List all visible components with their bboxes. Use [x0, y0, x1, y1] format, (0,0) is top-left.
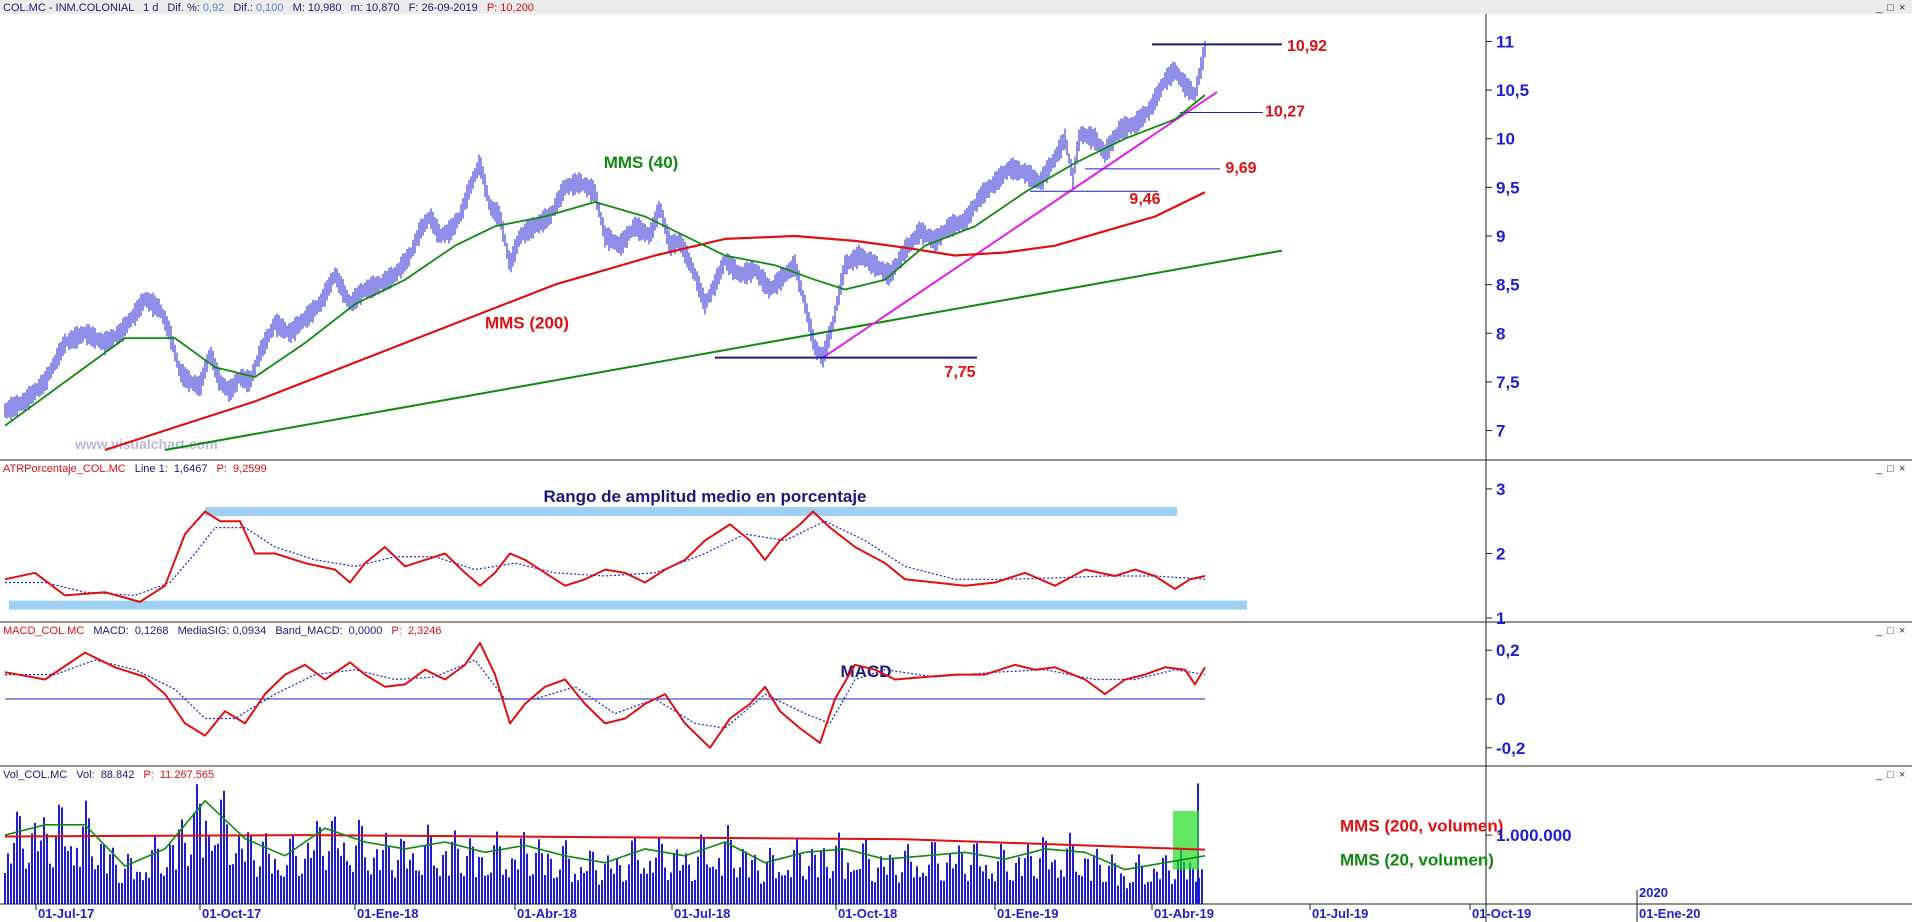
vol-panel-header: Vol_COL.MC Vol: 88.842 P: 11.267.565	[3, 769, 214, 781]
macd-close-button[interactable]: ×	[1899, 625, 1905, 637]
mms40-line	[4, 94, 1206, 427]
macd-minimize-button[interactable]: _	[1875, 625, 1883, 637]
price-tick-label: 9,5	[1496, 178, 1520, 197]
volume-bars	[4, 783, 1203, 904]
vol-mms20-line	[4, 799, 1206, 871]
maximize-button[interactable]: □	[1887, 2, 1894, 14]
close-button[interactable]: ×	[1899, 2, 1905, 14]
price-annotation: 10,27	[1265, 103, 1305, 120]
symbol-name: COL.MC - INM.COLONIAL	[3, 2, 134, 14]
volume-annotation: MMS (20, volumen)	[1340, 850, 1494, 869]
volume-annotation: MMS (200, volumen)	[1340, 817, 1503, 836]
vol-maximize-button[interactable]: □	[1887, 769, 1894, 781]
window-buttons: _ □ × _ □ × _ □ × _ □ ×	[1875, 2, 1905, 781]
price-annotation: 9,46	[1129, 191, 1160, 208]
date-tick-label: 2020	[1639, 885, 1668, 900]
macd-tick-label: 0	[1496, 690, 1505, 709]
uptrend-line	[822, 91, 1218, 359]
price-tick-label: 8	[1496, 324, 1505, 343]
price-annotation: 10,92	[1287, 38, 1327, 55]
macd-panel	[4, 641, 1206, 749]
date-tick-label: 01-Jul-17	[38, 906, 94, 921]
macd-tick-label: 0,2	[1496, 641, 1520, 660]
price-tick-label: 8,5	[1496, 276, 1520, 295]
interval: 1 d	[143, 2, 158, 14]
vol-mms200-line	[4, 834, 1206, 851]
price-tick-label: 7	[1496, 422, 1505, 441]
price-annotation: MMS (200)	[485, 313, 569, 332]
price-bars	[4, 40, 1206, 421]
date-tick-label: 01-Oct-18	[838, 906, 897, 921]
macd-panel-header: MACD_COL.MC MACD: 0,1268 MediaSIG: 0,093…	[3, 625, 442, 637]
macd-maximize-button[interactable]: □	[1887, 625, 1894, 637]
price-annotation: 7,75	[944, 364, 975, 381]
macd-tick-label: -0,2	[1496, 739, 1525, 758]
axes: 11 10,5 10 9,5 9 8,5 8 7,5 7 3 2 1 0,2 0 -0,2 1.000.000…	[35, 32, 1700, 922]
price-tick-label: 11	[1496, 32, 1514, 51]
price-panel-header: COL.MC - INM.COLONIAL 1 d Dif. %: 0,92 D…	[3, 2, 534, 14]
atr-line	[4, 510, 1206, 603]
price-header-bar	[0, 0, 1912, 14]
macd-signal-line	[5, 659, 1206, 729]
date-tick-label: 01-Ene-18	[357, 906, 418, 921]
volume-panel: MMS (200, volumen) MMS (20, volumen)	[4, 783, 1503, 904]
mms200-line	[104, 191, 1206, 452]
date-tick-label: 01-Jul-19	[1312, 906, 1368, 921]
price-annotation: 9,69	[1225, 160, 1256, 177]
date-tick-label: 01-Abr-19	[1154, 906, 1214, 921]
price-tick-label: 10,5	[1496, 81, 1529, 100]
atr-signal-line	[5, 520, 1206, 596]
atr-panel	[4, 507, 1247, 610]
price-tick-label: 7,5	[1496, 373, 1520, 392]
date-tick-label: 01-Jul-18	[674, 906, 730, 921]
atr-minimize-button[interactable]: _	[1875, 463, 1883, 475]
atr-panel-title: Rango de amplitud medio en porcentaje	[543, 487, 866, 506]
date-tick-label: 01-Ene-20	[1639, 906, 1700, 921]
vol-minimize-button[interactable]: _	[1875, 769, 1883, 781]
price-panel: MMS (40) MMS (200) 7,75 9,46 9,69 10,27 10,92	[4, 38, 1327, 452]
support-trendline	[164, 249, 1283, 451]
atr-tick-label: 1	[1496, 609, 1505, 628]
date-tick-label: 01-Oct-19	[1472, 906, 1531, 921]
atr-panel-header: ATRPorcentaje_COL.MC Line 1: 1,6467 P: 9…	[3, 463, 267, 475]
vol-close-button[interactable]: ×	[1899, 769, 1905, 781]
minimize-button[interactable]: _	[1875, 2, 1883, 14]
price-tick-label: 9	[1496, 227, 1505, 246]
atr-maximize-button[interactable]: □	[1887, 463, 1894, 475]
price-tick-label: 10	[1496, 130, 1515, 149]
price-annotation: MMS (40)	[604, 153, 679, 172]
date-tick-label: 01-Abr-18	[517, 906, 577, 921]
atr-tick-label: 3	[1496, 480, 1505, 499]
vol-tick-label: 1.000.000	[1496, 826, 1572, 845]
date-tick-label: 01-Oct-17	[202, 906, 261, 921]
atr-close-button[interactable]: ×	[1899, 463, 1905, 475]
atr-tick-label: 2	[1496, 544, 1505, 563]
date-tick-label: 01-Ene-19	[997, 906, 1058, 921]
macd-line	[4, 641, 1206, 749]
